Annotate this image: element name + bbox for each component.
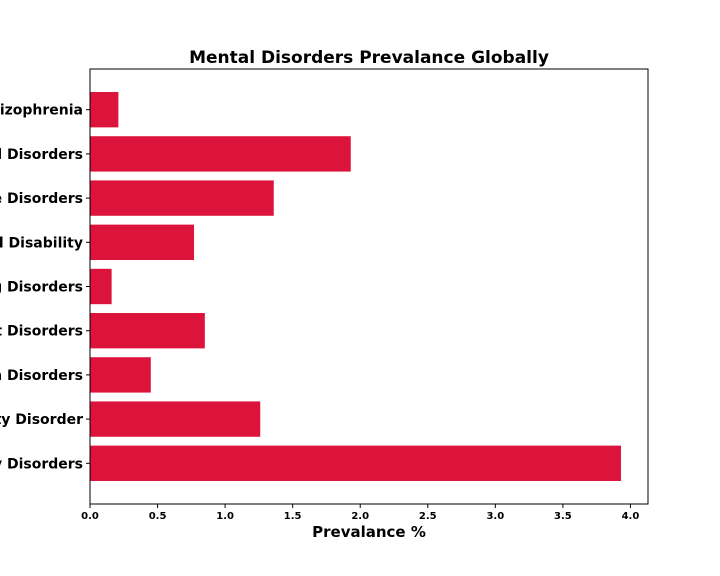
x-tick-label: 3.5 xyxy=(554,511,572,522)
x-tick-label: 2.5 xyxy=(419,511,437,522)
category-label: izophrenia xyxy=(0,103,83,119)
x-tick-label: 0.0 xyxy=(81,511,99,522)
x-axis-label: Prevalance % xyxy=(312,523,426,541)
category-label: ty Disorder xyxy=(0,412,83,428)
bar-substance-use-disorders xyxy=(90,180,274,216)
bar-eating-disorders xyxy=(90,268,112,305)
x-tick-label: 0.5 xyxy=(149,511,167,522)
x-ticks-group: 0.0 0.5 1.0 1.5 2.0 2.5 3.0 3.5 4.0 xyxy=(81,504,639,522)
category-label: d Disorders xyxy=(0,147,83,163)
category-label: n Disorders xyxy=(0,368,83,384)
x-tick-label: 1.5 xyxy=(284,511,302,522)
x-tick-label: 1.0 xyxy=(216,511,234,522)
bar-intellectual-disability xyxy=(90,224,195,260)
bar-anxiety-disorders xyxy=(90,445,621,481)
bar-attention-deficit-hyperactivity-disorder xyxy=(90,401,261,437)
x-tick-label: 3.0 xyxy=(486,511,504,522)
bars-group xyxy=(90,92,621,481)
category-labels-group: izophrenia d Disorders e Disorders d Disabi… xyxy=(0,103,90,472)
bar-schizophrenia xyxy=(90,92,119,128)
x-tick-label: 4.0 xyxy=(622,511,640,522)
chart-title: Mental Disorders Prevalance Globally xyxy=(189,48,549,68)
bar-conduct-disorders xyxy=(90,313,205,349)
category-label: g Disorders xyxy=(0,280,83,296)
plot-frame xyxy=(89,68,649,505)
bar-autism-spectrum-disorders xyxy=(90,357,151,393)
category-label: e Disorders xyxy=(0,191,83,207)
bar-bipolar-disorders xyxy=(90,136,351,172)
x-tick-label: 2.0 xyxy=(351,511,369,522)
category-label: t Disorders xyxy=(0,324,83,340)
category-label: y Disorders xyxy=(0,456,83,472)
category-label: d Disability xyxy=(0,235,83,251)
